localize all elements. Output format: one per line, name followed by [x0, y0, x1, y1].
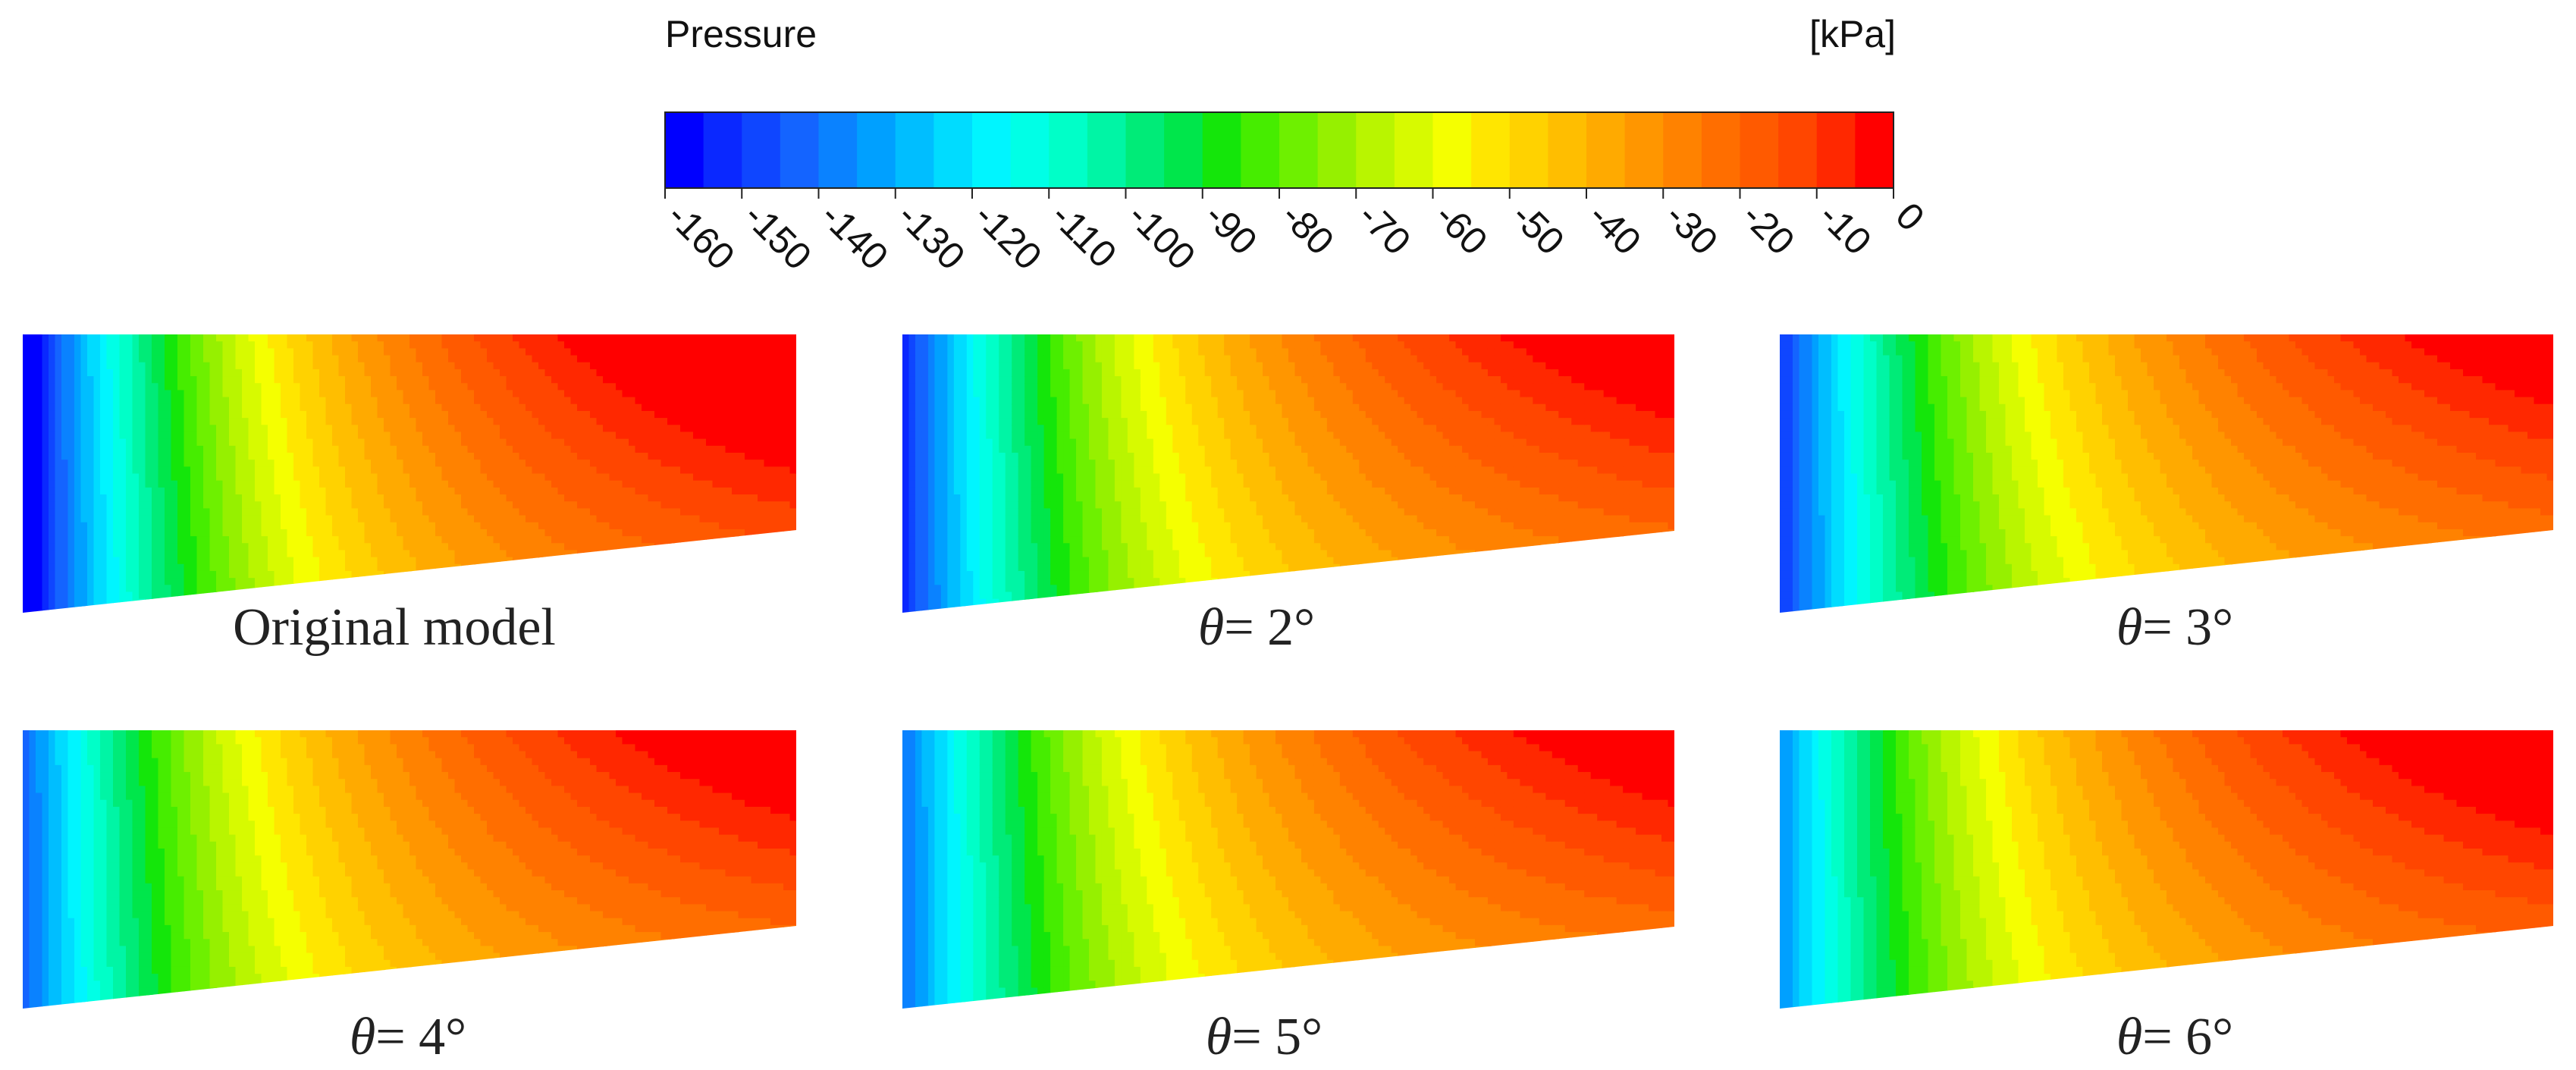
- colorbar-swatch: [1701, 112, 1741, 188]
- colorbar-swatch: [1586, 112, 1626, 188]
- colorbar-swatch: [1202, 112, 1241, 188]
- panel-caption-theta-4: θ= 4°: [350, 1008, 466, 1066]
- colorbar-swatch: [1855, 112, 1894, 188]
- colorbar-tick-label: -60: [1427, 194, 1496, 263]
- colorbar-swatch: [1394, 112, 1434, 188]
- colorbar-swatch: [1049, 112, 1088, 188]
- panel-caption-original: Original model: [233, 598, 556, 657]
- colorbar-swatch: [1816, 112, 1856, 188]
- colorbar-swatch: [1663, 112, 1702, 188]
- colorbar-tick-label: -110: [1043, 194, 1125, 276]
- colorbar-swatch: [1624, 112, 1664, 188]
- colorbar-swatch: [780, 112, 820, 188]
- colorbar-swatch: [1010, 112, 1050, 188]
- colorbar-tick-label: -40: [1580, 194, 1649, 263]
- colorbar-tick-label: -100: [1120, 194, 1203, 278]
- colorbar-swatch: [1778, 112, 1818, 188]
- colorbar-swatch: [665, 112, 704, 188]
- colorbar-tick-label: -50: [1504, 194, 1573, 263]
- panel-theta-6: θ= 6°: [1780, 730, 2553, 1066]
- colorbar-tick-label: -140: [813, 194, 896, 278]
- colorbar-swatch: [703, 112, 742, 188]
- colorbar-swatch: [1548, 112, 1587, 188]
- colorbar-swatch: [1740, 112, 1779, 188]
- colorbar-swatch: [1164, 112, 1203, 188]
- colorbar-swatch: [857, 112, 896, 188]
- colorbar-ticks: -160-150-140-130-120-110-100-90 -80 -70 -60…: [659, 188, 1932, 278]
- colorbar-swatch: [933, 112, 973, 188]
- pressure-field-theta-2: [902, 334, 1674, 613]
- colorbar-tick-label: -90: [1197, 194, 1266, 263]
- pressure-field-theta-6: [1780, 730, 2553, 1009]
- colorbar-swatch: [1317, 112, 1357, 188]
- colorbar-tick-label: 0: [1887, 194, 1932, 239]
- panel-caption-theta-2: θ= 2°: [1198, 598, 1315, 657]
- colorbar-tick-label: -20: [1734, 194, 1803, 263]
- colorbar-title: Pressure: [665, 13, 817, 55]
- panel-caption-theta-3: θ= 3°: [2116, 598, 2233, 657]
- colorbar-tick-label: -150: [736, 194, 819, 278]
- colorbar-tick-label: -120: [966, 194, 1050, 278]
- colorbar-tick-label: -70: [1350, 194, 1419, 263]
- colorbar-swatch: [1471, 112, 1511, 188]
- panel-theta-2: θ= 2°: [902, 334, 1674, 657]
- pressure-field-theta-3: [1780, 334, 2553, 613]
- panel-original-model: Original model: [23, 334, 796, 657]
- colorbar-swatch: [895, 112, 934, 188]
- colorbar-swatch: [1356, 112, 1395, 188]
- colorbar-tick-label: -130: [890, 194, 973, 278]
- panel-theta-4: θ= 4°: [23, 730, 796, 1066]
- colorbar-swatch: [1087, 112, 1127, 188]
- panel-caption-theta-5: θ= 5°: [1206, 1008, 1323, 1066]
- colorbar-swatch: [1241, 112, 1280, 188]
- pressure-field-original: [23, 334, 796, 613]
- colorbar-swatch: [742, 112, 781, 188]
- colorbar-swatch: [1509, 112, 1548, 188]
- colorbar-unit: [kPa]: [1809, 13, 1896, 55]
- colorbar-tick-label: -10: [1811, 194, 1880, 263]
- colorbar-swatch: [1125, 112, 1165, 188]
- colorbar-swatch: [1279, 112, 1319, 188]
- pressure-field-theta-4: [23, 730, 796, 1009]
- colorbar-swatch: [972, 112, 1012, 188]
- colorbar-swatch: [818, 112, 858, 188]
- colorbar-swatch: [1432, 112, 1472, 188]
- pressure-field-theta-5: [902, 730, 1674, 1009]
- panel-theta-3: θ= 3°: [1780, 334, 2553, 657]
- colorbar-swatches: [665, 112, 1894, 188]
- colorbar-tick-label: -80: [1273, 194, 1342, 263]
- panel-caption-theta-6: θ= 6°: [2116, 1008, 2233, 1066]
- panel-theta-5: θ= 5°: [902, 730, 1674, 1066]
- colorbar: Pressure [kPa] -160-150-140-130-120-110-…: [659, 13, 1932, 278]
- colorbar-tick-label: -30: [1657, 194, 1726, 263]
- colorbar-tick-label: -160: [659, 194, 742, 278]
